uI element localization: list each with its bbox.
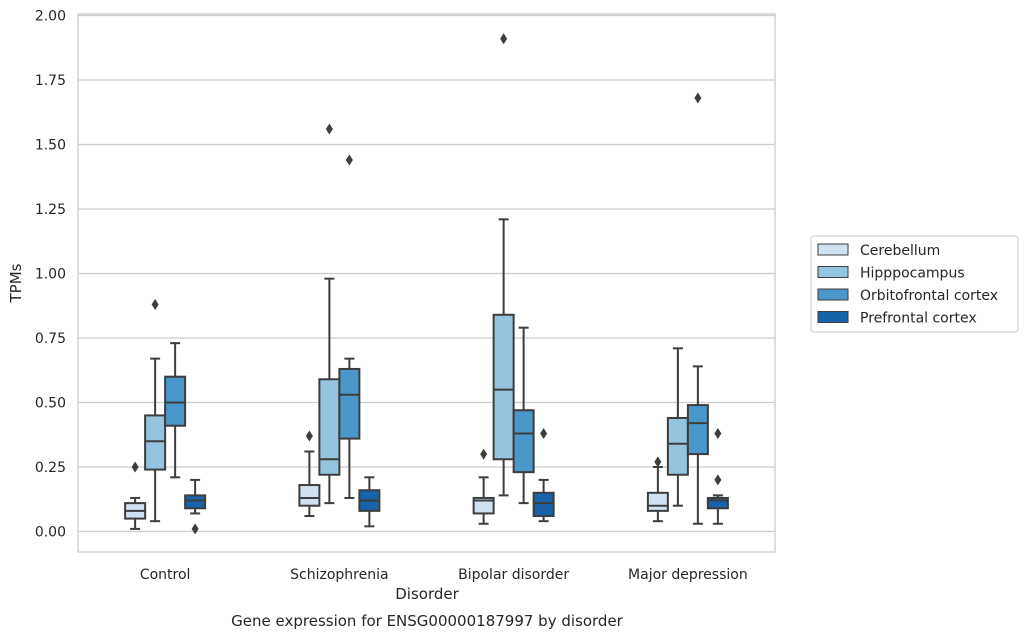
box-body	[512, 409, 535, 474]
outlier-point	[131, 461, 139, 473]
legend-swatch	[817, 243, 849, 256]
legend-frame	[810, 235, 1019, 333]
box-group	[532, 427, 555, 523]
y-tick-label: 0.75	[35, 331, 66, 347]
outlier-point	[694, 92, 702, 104]
legend-swatch	[817, 311, 849, 323]
box-body	[164, 375, 187, 427]
y-tick-label: 0.50	[35, 396, 66, 412]
legend-swatch	[817, 288, 849, 301]
box-group	[666, 347, 689, 507]
legend-label: Prefrontal cortex	[860, 311, 977, 327]
outlier-point	[714, 474, 722, 486]
outlier-point	[654, 456, 662, 468]
legend-items: Cerebellum Hipppocampus Orbitofrontal cort…	[817, 243, 998, 327]
y-tick-label: 2.00	[35, 9, 66, 25]
y-tick-label: 1.25	[35, 202, 66, 218]
box-body	[298, 484, 321, 507]
box-group	[184, 478, 207, 535]
box-body	[338, 367, 361, 440]
y-tick-label: 0.25	[35, 460, 66, 476]
x-axis-title: Disorder	[395, 585, 459, 603]
box-body	[706, 496, 729, 510]
box-body	[686, 404, 709, 456]
box-group	[124, 461, 147, 530]
box-group	[472, 448, 495, 525]
legend-label: Orbitofrontal cortex	[860, 288, 998, 304]
y-tick-label: 1.50	[35, 138, 66, 154]
y-tick-label: 0.00	[35, 525, 66, 541]
outlier-point	[151, 298, 159, 310]
box-body	[646, 491, 669, 512]
box-group	[298, 430, 321, 518]
x-tick-label: Control	[140, 567, 191, 583]
box-group	[338, 154, 361, 499]
box-body	[184, 494, 207, 510]
box-group	[706, 427, 729, 525]
y-tick-label: 1.00	[35, 267, 66, 283]
box-body	[492, 313, 515, 461]
outlier-point	[500, 33, 508, 45]
box-body	[318, 378, 341, 476]
outlier-point	[540, 427, 548, 439]
box-body	[532, 491, 555, 518]
outlier-point	[480, 448, 488, 460]
outlier-point	[345, 154, 353, 166]
chart-caption: Gene expression for ENSG00000187997 by d…	[231, 612, 624, 630]
legend: Cerebellum Hipppocampus Orbitofrontal cort…	[810, 235, 1019, 333]
outlier-point	[714, 427, 722, 439]
box-group	[164, 342, 187, 479]
box-body	[472, 496, 495, 515]
box-group	[492, 33, 515, 497]
outlier-point	[191, 523, 199, 535]
x-tick-label: Schizophrenia	[290, 567, 388, 583]
boxes	[124, 33, 729, 535]
y-tick-labels: 0.00 0.25 0.50 0.75 1.00 1.25 1.50 1.75 2.00	[35, 9, 66, 541]
box-group	[144, 298, 167, 523]
x-tick-label: Major depression	[628, 567, 748, 583]
box-group	[358, 476, 381, 528]
outlier-point	[325, 123, 333, 135]
box-group	[318, 123, 341, 505]
outlier-point	[305, 430, 313, 442]
box-group	[512, 326, 535, 505]
legend-label: Hipppocampus	[860, 266, 965, 282]
box-body	[144, 414, 167, 471]
plot-frame	[77, 13, 776, 553]
box-group	[646, 456, 669, 523]
gridlines	[78, 14, 775, 533]
box-group	[686, 92, 709, 525]
legend-swatch	[817, 266, 849, 278]
x-tick-label: Bipolar disorder	[458, 567, 569, 583]
y-tick-label: 1.75	[35, 73, 66, 89]
y-axis-title: TPMs	[7, 263, 25, 303]
legend-label: Cerebellum	[860, 243, 940, 259]
x-tick-labels: Control Schizophrenia Bipolar disorder Majo…	[140, 567, 748, 583]
box-body	[666, 416, 689, 476]
